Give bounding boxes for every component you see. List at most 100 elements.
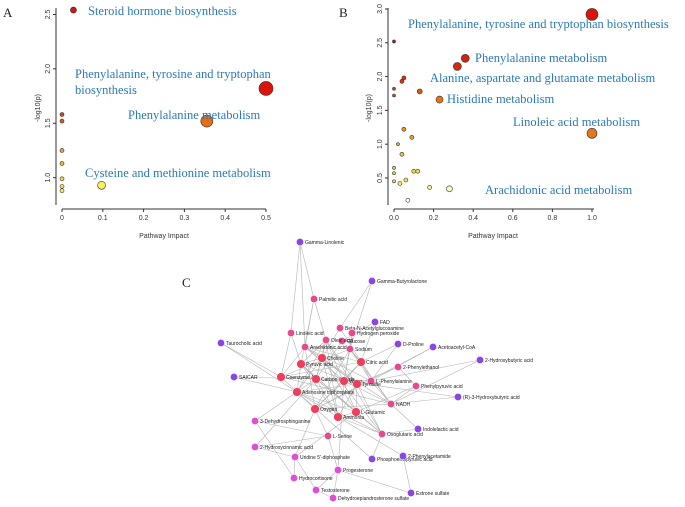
- network-edge: [356, 383, 383, 435]
- panel-a-x-label: Pathway Impact: [139, 233, 189, 240]
- scatter-point: [415, 168, 421, 174]
- scatter-point: [397, 181, 403, 186]
- network-node-label: 3-Dehydrosphinganine: [260, 419, 311, 425]
- network-node: [334, 466, 342, 474]
- network-node: [412, 382, 420, 390]
- network-edge: [327, 435, 339, 471]
- panel-letter-a: A: [3, 5, 13, 20]
- network-node: [476, 356, 484, 364]
- x-tick-label: 0.2: [139, 215, 149, 222]
- network-edge: [341, 321, 376, 342]
- scatter-point: [59, 148, 65, 153]
- network-edge: [321, 327, 341, 359]
- scatter-point: [59, 184, 65, 189]
- network-node-label: 2-Phenylacetamide: [408, 454, 451, 460]
- network-node-label: 2-Hydroxycinnamic acid: [260, 445, 313, 451]
- panel-letter-c: C: [182, 275, 191, 290]
- network-edge: [325, 339, 357, 413]
- network-edge: [313, 298, 327, 341]
- network-edge: [321, 357, 383, 435]
- network-node: [276, 372, 286, 382]
- scatter-point: [200, 114, 214, 128]
- network-node: [312, 486, 320, 494]
- network-edge: [290, 332, 302, 365]
- network-node: [310, 295, 318, 303]
- scatter-point: [411, 168, 417, 174]
- network-edge: [349, 348, 392, 405]
- scatter-point: [405, 197, 411, 203]
- x-tick-label: 0.8: [548, 215, 558, 222]
- network-edge: [280, 361, 362, 378]
- network-edge: [339, 327, 362, 363]
- network-edge: [370, 359, 481, 382]
- network-edge: [254, 420, 295, 479]
- network-edge: [220, 342, 298, 393]
- scatter-point: [453, 62, 462, 71]
- network-node-label: SAICAR: [239, 375, 258, 381]
- scatter-point: [427, 185, 432, 190]
- scatter-point: [392, 93, 396, 98]
- network-edge: [280, 332, 292, 378]
- network-node-label: Gamma-Butyrolactone: [377, 279, 427, 285]
- scatter-point: [435, 95, 444, 104]
- network-node: [399, 452, 407, 460]
- panel-b-scatter: 0.0 0.2 0.4 0.6 0.8 1.0 0.5 1.0 1.5 2.0 2.5 3.0 Pa…: [366, 4, 669, 240]
- network-node: [351, 407, 361, 417]
- x-tick-label: 0.4: [468, 215, 478, 222]
- network-node: [378, 430, 386, 438]
- network-node-label: Acetoacetyl-CoA: [438, 345, 476, 351]
- network-edge: [290, 241, 301, 334]
- network-node: [291, 453, 299, 461]
- network-node-label: Ammonia: [343, 415, 364, 421]
- scatter-point: [403, 177, 409, 183]
- panel-b-annotation-linoleic: Linoleic acid metabolism: [513, 115, 640, 129]
- network-edge: [381, 428, 419, 435]
- network-edge: [304, 346, 345, 382]
- x-tick-label: 0.6: [508, 215, 518, 222]
- scatter-point: [586, 128, 598, 139]
- x-tick-label: 0.5: [261, 215, 271, 222]
- network-edge: [356, 366, 399, 385]
- y-tick-label: 1.0: [45, 173, 52, 183]
- network-node-label: Palmitic acid: [319, 297, 347, 303]
- network-node-label: Estrone sulfate: [416, 491, 450, 497]
- y-tick-label: 2.0: [45, 64, 52, 74]
- scatter-point: [392, 179, 396, 184]
- network-node-label: L-Phenylalanine: [376, 379, 412, 385]
- network-edge: [294, 408, 316, 458]
- panel-b-annotation-arachidonic: Arachidonic acid metabolism: [485, 183, 632, 197]
- network-node-label: Hydrocortisone: [299, 476, 333, 482]
- network-node: [301, 343, 309, 351]
- network-edge: [343, 380, 459, 398]
- panel-a-y-label: -log10(p): [35, 94, 42, 122]
- network-edge: [304, 346, 316, 410]
- network-edge: [280, 348, 351, 378]
- scatter-point: [401, 127, 407, 132]
- network-edge: [321, 357, 357, 413]
- network-node-label: Beta-N-Acetylglucosamine: [345, 326, 404, 332]
- panel-b-annotation-histidine: Histidine metabolism: [447, 92, 555, 106]
- y-tick-label: 3.0: [377, 4, 384, 14]
- network-node: [311, 374, 321, 384]
- network-edge: [315, 469, 339, 491]
- network-node: [338, 337, 346, 345]
- network-edge: [325, 339, 339, 418]
- x-tick-label: 0.2: [429, 215, 439, 222]
- network-node-label: Tyrosine: [362, 382, 381, 388]
- network-edge: [337, 416, 404, 457]
- network-edge: [314, 403, 392, 410]
- network-node-label: Adenosine triphosphate: [302, 390, 355, 396]
- network-edge: [337, 469, 412, 494]
- network-node: [324, 432, 332, 440]
- network-node: [217, 339, 225, 347]
- network-node: [346, 345, 354, 353]
- network-edge: [294, 456, 317, 491]
- network-node: [230, 373, 238, 381]
- network-node-label: Arachidonic acid: [310, 345, 347, 351]
- scatter-point: [416, 88, 423, 95]
- network-edge: [337, 383, 358, 418]
- network-node-label: Pyruvic acid: [306, 362, 333, 368]
- scatter-point: [460, 54, 470, 63]
- network-node-label: Taurocholic acid: [226, 341, 262, 347]
- network-edge: [337, 380, 345, 471]
